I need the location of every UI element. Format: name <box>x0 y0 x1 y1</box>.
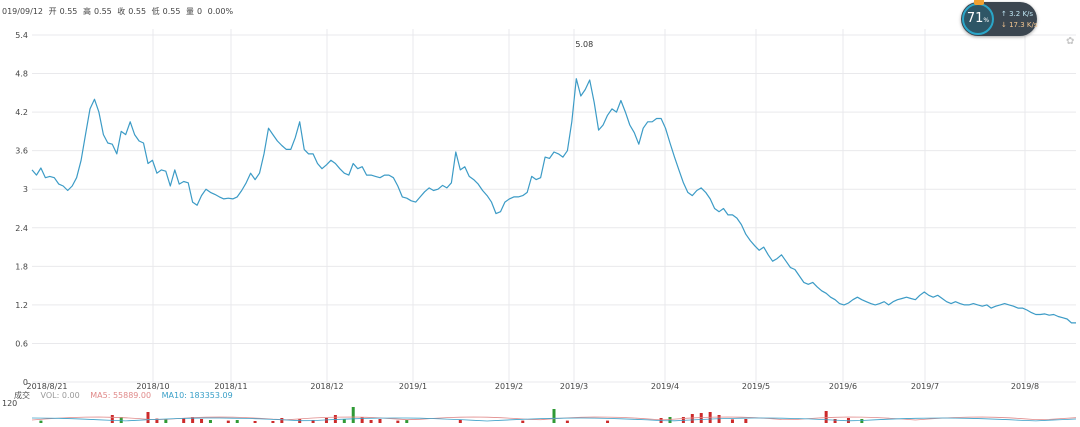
volume-bar <box>253 421 257 423</box>
volume-bar <box>565 420 569 423</box>
x-tick-label: 2019/2 <box>495 382 523 391</box>
x-tick-label: 2019/3 <box>560 382 588 391</box>
volume-bar <box>280 418 284 423</box>
info-low-label: 低 <box>151 7 160 16</box>
y-tick-label: 0 <box>23 378 28 387</box>
volume-bar <box>208 420 212 423</box>
info-change: 0.00% <box>207 7 234 16</box>
x-tick-label: 2019/6 <box>829 382 857 391</box>
info-volume: 0 <box>197 7 203 16</box>
info-open: 0.55 <box>59 7 78 16</box>
upload-speed: ↑ 3.2 K/s <box>1001 10 1034 18</box>
axes: 0 0.6 1.2 1.8 2.4 3 3.6 4.2 4.8 5.4 2018/8/21 2018/… <box>2 31 1039 408</box>
download-value: 17.3 K/s <box>1009 21 1038 29</box>
percent-ring <box>962 3 994 35</box>
percent-unit: % <box>983 17 990 24</box>
volume-bar <box>271 421 275 423</box>
y-tick-label: 5.4 <box>15 31 28 40</box>
info-close-label: 收 <box>117 7 126 16</box>
x-tick-label: 2018/11 <box>214 382 247 391</box>
percent-readout: 71% <box>961 11 995 26</box>
x-tick-label: 2019/1 <box>399 382 427 391</box>
ma10-line <box>31 417 1077 422</box>
x-tick-label: 2019/4 <box>651 382 679 391</box>
y-tick-label: 1.2 <box>15 301 28 310</box>
info-high: 0.55 <box>93 7 112 16</box>
volume-ma5: MA5: 55889.00 <box>90 391 152 400</box>
info-date: 019/09/12 <box>2 7 44 16</box>
volume-bar <box>226 420 230 423</box>
volume-bar <box>824 411 828 423</box>
volume-bar <box>200 419 204 423</box>
x-tick-label: 2019/7 <box>911 382 939 391</box>
y-tick-label: 2.4 <box>15 224 28 233</box>
x-tick-label: 2019/5 <box>742 382 770 391</box>
volume-ma10: MA10: 183353.09 <box>161 391 233 400</box>
price-panel: 5.08 <box>31 40 1076 324</box>
info-open-label: 开 <box>48 7 57 16</box>
volume-bar <box>699 413 703 423</box>
download-speed: ↓ 17.3 K/s <box>1001 21 1038 29</box>
y-tick-label: 3 <box>23 185 28 194</box>
volume-bar <box>235 420 239 423</box>
upload-value: 3.2 K/s <box>1009 10 1034 18</box>
y-tick-label: 1.8 <box>15 262 28 271</box>
volume-bar <box>744 419 748 423</box>
price-line <box>31 78 1076 324</box>
info-high-label: 高 <box>82 7 91 16</box>
volume-bar <box>730 419 734 423</box>
volume-bar <box>860 419 864 423</box>
info-volume-label: 量 <box>186 7 195 16</box>
network-speed-widget[interactable]: 71% ↑ 3.2 K/s ↓ 17.3 K/s <box>961 0 1038 36</box>
volume-bar <box>333 415 337 423</box>
x-tick-label: 2018/10 <box>136 382 169 391</box>
volume-bar <box>182 418 186 423</box>
volume-bar <box>369 420 373 423</box>
volume-info-bar: 成交 VOL: 0.00 MA5: 55889.00 MA10: 183353.… <box>14 390 241 401</box>
volume-vol: VOL: 0.00 <box>40 391 80 400</box>
volume-bar <box>155 418 159 423</box>
grid <box>32 29 1076 383</box>
info-close: 0.55 <box>128 7 147 16</box>
volume-bar <box>833 419 837 423</box>
volume-bar <box>39 420 43 423</box>
volume-bar <box>342 419 346 423</box>
info-low: 0.55 <box>162 7 181 16</box>
volume-bar <box>110 415 114 423</box>
volume-bar <box>378 419 382 423</box>
volume-bar <box>119 417 123 423</box>
volume-bar <box>311 420 315 423</box>
volume-bar <box>164 419 168 423</box>
volume-axis-label: 120 <box>2 399 17 408</box>
volume-bar <box>690 414 694 423</box>
volume-bar <box>146 412 150 423</box>
y-tick-label: 3.6 <box>15 147 28 156</box>
y-tick-label: 4.8 <box>15 70 28 79</box>
settings-icon[interactable]: ✿ <box>1066 36 1075 47</box>
volume-bar <box>458 420 462 423</box>
volume-bar <box>191 417 195 423</box>
volume-bar <box>396 420 400 423</box>
volume-bar <box>668 417 672 423</box>
volume-bar <box>552 409 556 423</box>
peak-annotation: 5.08 <box>575 40 593 49</box>
y-tick-label: 4.2 <box>15 108 28 117</box>
x-tick-label: 2018/12 <box>310 382 343 391</box>
x-tick-label: 2019/8 <box>1011 382 1039 391</box>
y-tick-label: 0.6 <box>15 339 28 348</box>
volume-panel <box>31 407 1077 423</box>
volume-bar <box>606 420 610 423</box>
volume-bar <box>360 417 364 423</box>
volume-bar <box>324 418 328 423</box>
badge-icon <box>974 0 984 5</box>
volume-title: 成交 <box>14 391 30 400</box>
percent-value: 71 <box>966 11 984 26</box>
x-tick-label: 2018/8/21 <box>26 382 67 391</box>
volume-bar <box>521 420 525 423</box>
volume-bar <box>405 420 409 423</box>
volume-bar <box>351 407 355 423</box>
